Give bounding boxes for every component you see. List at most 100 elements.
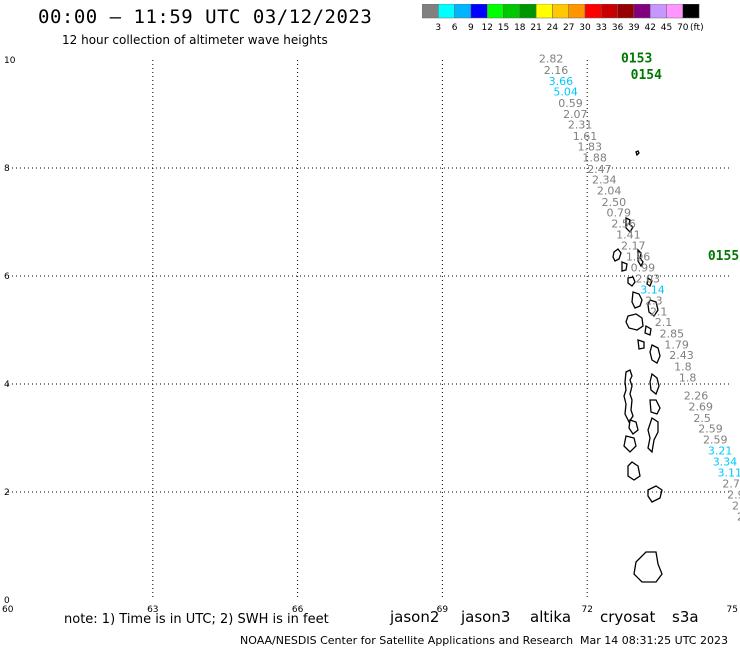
- island: [628, 419, 639, 435]
- y-tick-label: 6: [4, 272, 10, 282]
- legend-jason2: jason2: [390, 608, 440, 626]
- legend-jason3: jason3: [461, 608, 511, 626]
- credit-line: NOAA/NESDIS Center for Satellite Applica…: [240, 634, 574, 647]
- swh-value: 2.04: [597, 184, 622, 197]
- swh-value: 2.69: [689, 400, 714, 413]
- swh-value: 1.79: [664, 338, 689, 351]
- swh-value: 1.8: [674, 361, 692, 374]
- legend-altika: altika: [530, 608, 572, 626]
- island: [623, 435, 637, 453]
- swh-value: 2.14: [737, 511, 740, 524]
- swh-value: 2.3: [645, 295, 663, 308]
- swh-value: 2.85: [660, 328, 685, 341]
- scale-tick-label: 9: [468, 23, 474, 33]
- island: [647, 485, 663, 503]
- scale-unit: (ft): [690, 23, 704, 33]
- scale-tick-label: 12: [481, 23, 492, 33]
- swh-value: 2.51: [732, 499, 740, 512]
- swh-value: 2.47: [587, 163, 612, 176]
- swh-value: 2.17: [621, 240, 646, 253]
- swh-value: 2.56: [611, 217, 636, 230]
- swh-value: 2.59: [698, 423, 723, 436]
- map-grid: [8, 60, 732, 600]
- pass-time-label: 0154: [631, 68, 662, 83]
- scale-tick-label: 3: [435, 23, 441, 33]
- pass-time-label: 0155: [708, 249, 739, 264]
- map-subtitle: 12 hour collection of altimeter wave hei…: [62, 33, 328, 47]
- y-tick-label: 8: [4, 164, 10, 174]
- swh-value: 2.1: [655, 316, 673, 329]
- x-tick-label: 75: [727, 605, 738, 615]
- island: [646, 276, 653, 287]
- island: [637, 339, 645, 350]
- island: [647, 299, 659, 317]
- x-tick-label: 66: [292, 605, 304, 615]
- y-tick-label: 0: [4, 596, 10, 606]
- scale-tick-label: 15: [498, 23, 509, 33]
- island: [627, 461, 641, 481]
- swh-value: 2.34: [592, 174, 617, 187]
- legend-s3a: s3a: [672, 608, 699, 626]
- swh-value: 3.14: [640, 283, 665, 296]
- island: [635, 150, 640, 157]
- swh-value: 2.31: [568, 119, 593, 132]
- island: [649, 399, 661, 415]
- map-title: 00:00 – 11:59 UTC 03/12/2023: [38, 6, 373, 28]
- swh-value: 2.82: [539, 53, 564, 66]
- swh-value: 0.79: [607, 207, 632, 220]
- y-tick-label: 4: [4, 380, 10, 390]
- island: [612, 248, 622, 262]
- scale-tick-label: 39: [628, 23, 640, 33]
- swh-value: 1.61: [573, 130, 598, 143]
- swh-value: 5.04: [553, 86, 578, 99]
- pass-time-labels: 01530154015501560: [621, 52, 739, 264]
- scale-tick-label: 18: [514, 23, 526, 33]
- swh-value: 2.16: [544, 64, 569, 77]
- island: [637, 248, 644, 268]
- swh-value: 3.21: [708, 445, 733, 458]
- maldives-islands: [612, 150, 663, 583]
- swh-value: 3.34: [713, 456, 738, 469]
- island: [625, 313, 644, 331]
- island: [623, 369, 634, 424]
- swh-value: 1.96: [626, 250, 651, 263]
- scale-tick-label: 45: [661, 23, 672, 33]
- swh-value: 2.43: [669, 349, 694, 362]
- island: [649, 372, 660, 396]
- island: [627, 276, 636, 287]
- swh-value: 2.03: [635, 272, 660, 285]
- swh-value: 2.07: [563, 108, 588, 121]
- scale-tick-label: 24: [547, 23, 559, 33]
- scale-tick-label: 33: [596, 23, 607, 33]
- island: [649, 344, 661, 364]
- swh-value: 2.72: [722, 478, 740, 491]
- island: [621, 261, 628, 272]
- swh-value: 1.8: [679, 371, 697, 384]
- swh-value: 1.41: [616, 229, 641, 242]
- legend-cryosat: cryosat: [600, 608, 656, 626]
- pass-time-label: 0153: [621, 52, 652, 67]
- scale-tick-label: 30: [579, 23, 591, 33]
- y-tick-label: 10: [4, 56, 16, 66]
- swh-value: 2.5: [693, 412, 711, 425]
- swh-value: 0.59: [558, 97, 583, 110]
- island: [633, 551, 663, 583]
- swh-value: 1.83: [578, 141, 603, 154]
- x-tick-label: 69: [437, 605, 449, 615]
- swh-value: 2.50: [602, 196, 627, 209]
- scale-swatch: [682, 4, 700, 19]
- island: [631, 291, 643, 309]
- swh-value: 1.88: [582, 152, 607, 165]
- island: [647, 416, 659, 454]
- swh-value: 2.26: [684, 390, 709, 403]
- scale-tick-label: 42: [644, 23, 655, 33]
- scale-tick-label: 36: [612, 23, 624, 33]
- island: [625, 216, 634, 234]
- footer-note: note: 1) Time is in UTC; 2) SWH is in fe…: [64, 612, 329, 627]
- swh-value: 3.11: [718, 466, 740, 479]
- wave-height-measurements: 2.822.163.665.040.592.072.311.611.831.88…: [539, 53, 740, 524]
- generation-timestamp: Mar 14 08:31:25 UTC 2023: [580, 634, 728, 647]
- swh-value: 2.99: [727, 488, 740, 501]
- axis-labels: 60 63 66 69 72 75 0 2 4 6 8 10: [2, 56, 738, 615]
